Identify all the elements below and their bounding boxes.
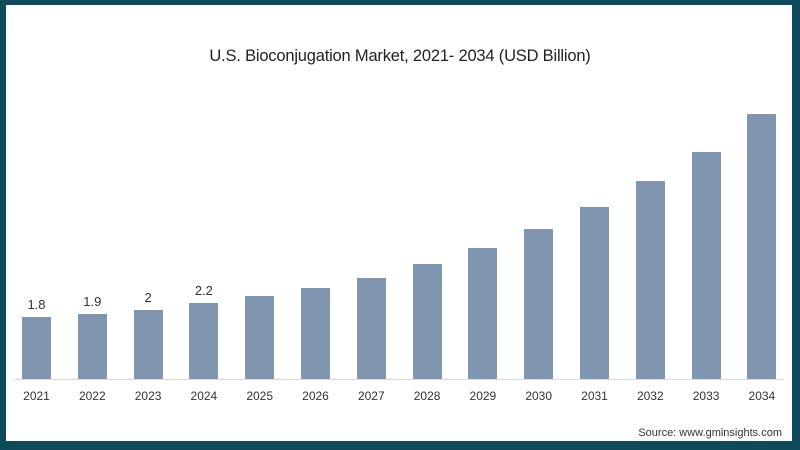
x-tick-label: 2029 — [469, 389, 497, 403]
x-axis-line — [14, 379, 784, 380]
x-tick-label: 2026 — [302, 389, 329, 403]
x-tick-label: 2028 — [413, 389, 441, 403]
data-label: 1.8 — [27, 297, 46, 313]
bar-2031 — [580, 207, 609, 379]
bar-2024 — [189, 303, 219, 379]
data-label: 2 — [144, 290, 152, 306]
bar-2027 — [356, 277, 386, 379]
bar-2022 — [77, 313, 107, 379]
bar-2028 — [412, 263, 442, 379]
x-tick-label: 2034 — [748, 389, 776, 403]
bar-2030 — [524, 229, 554, 379]
x-tick-label: 2024 — [190, 389, 218, 403]
bar-2032 — [635, 181, 665, 379]
source-note: Source: www.gminsights.com — [638, 427, 782, 439]
bar-2021 — [22, 317, 51, 379]
bar-2026 — [301, 287, 330, 379]
bar-2025 — [245, 296, 275, 379]
x-tick-label: 2027 — [357, 389, 385, 403]
x-tick-label: 2030 — [525, 389, 553, 403]
data-label: 1.9 — [83, 293, 102, 309]
x-tick-label: 2023 — [134, 389, 162, 403]
bar-2029 — [468, 248, 498, 379]
x-tick-label: 2025 — [246, 389, 274, 403]
bar-2034 — [747, 114, 777, 379]
x-tick-label: 2033 — [692, 389, 720, 403]
x-tick-label: 2021 — [23, 389, 50, 403]
bar-2023 — [133, 310, 163, 379]
x-tick-label: 2022 — [78, 389, 106, 403]
data-label: 2.2 — [194, 283, 213, 299]
bar-2033 — [691, 151, 721, 379]
x-tick-label: 2031 — [581, 389, 608, 403]
chart-title: U.S. Bioconjugation Market, 2021- 2034 (… — [209, 47, 591, 65]
x-tick-label: 2032 — [636, 389, 664, 403]
